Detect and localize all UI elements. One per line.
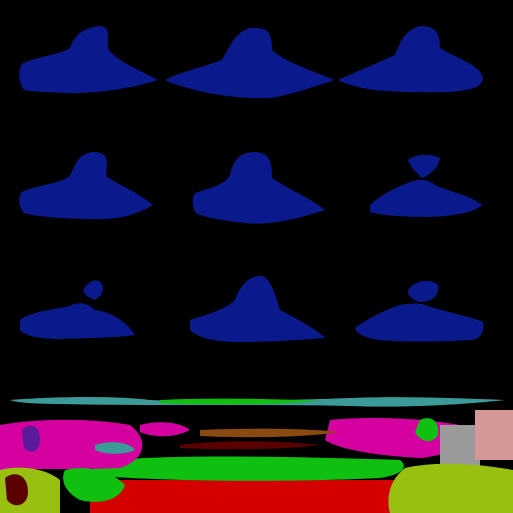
noise-green-band [93, 456, 404, 481]
noise-teal-small [95, 442, 135, 454]
blob-3-2 [190, 275, 325, 342]
blob-row-1 [19, 26, 483, 99]
blob-2-1 [19, 152, 153, 220]
noise-green-left [63, 468, 125, 502]
noise-pink-right [475, 410, 513, 460]
blob-3-1-top [83, 280, 103, 300]
noise-darkred-center [180, 441, 320, 450]
blob-3-3-top [408, 280, 439, 302]
noise-red-band [90, 480, 420, 513]
blob-3-1 [20, 303, 135, 339]
noise-green-stripe-top [160, 398, 320, 405]
blob-row-3 [20, 275, 484, 342]
blob-2-3 [370, 179, 482, 217]
blob-2-2 [192, 152, 325, 224]
blob-1-3 [338, 26, 483, 93]
blob-1-1 [19, 26, 158, 93]
blob-3-3 [355, 303, 484, 342]
noise-green-right [415, 418, 439, 442]
blob-2-3-top [408, 154, 440, 178]
blob-row-2 [19, 152, 482, 224]
noise-brown-strip [200, 428, 340, 438]
noise-darkred-blob [5, 474, 28, 506]
noise-magenta-center [140, 422, 190, 437]
blob-1-2 [165, 27, 335, 99]
noise-olive-right [388, 463, 513, 513]
noise-gray-right [440, 425, 480, 470]
noise-purple-blob [22, 425, 40, 452]
noise-region [0, 397, 513, 513]
